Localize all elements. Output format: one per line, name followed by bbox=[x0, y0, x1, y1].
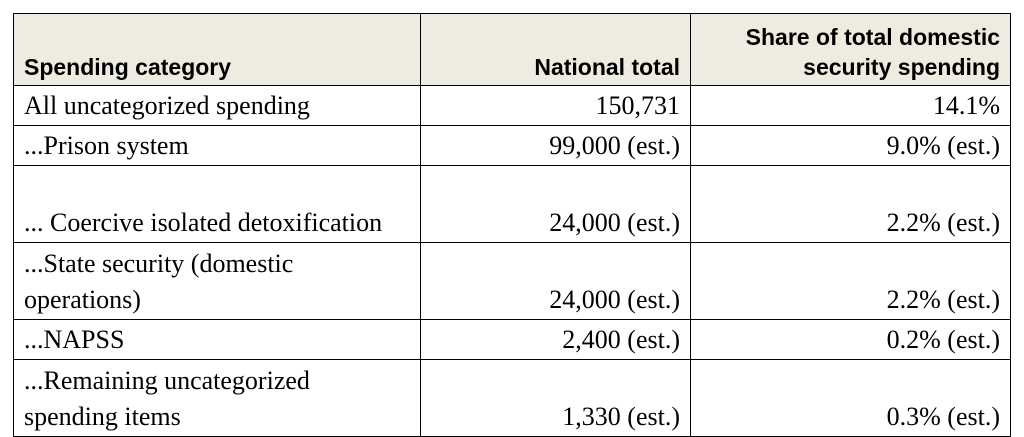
header-row: Spending category National total Share o… bbox=[13, 13, 1011, 86]
header-share-of-total: Share of total domestic security spendin… bbox=[690, 13, 1011, 86]
table-row: ... Coercive isolated detoxification 24,… bbox=[13, 165, 1011, 243]
table-row: All uncategorized spending 150,731 14.1% bbox=[13, 85, 1011, 126]
row-national-total: 2,400 (est.) bbox=[420, 319, 691, 360]
row-share: 0.3% (est.) bbox=[690, 359, 1011, 437]
table-row: ...NAPSS 2,400 (est.) 0.2% (est.) bbox=[13, 319, 1011, 360]
row-national-total: 1,330 (est.) bbox=[420, 359, 691, 437]
table-row: ...State security (domestic operations) … bbox=[13, 242, 1011, 320]
row-share: 2.2% (est.) bbox=[690, 242, 1011, 320]
row-category: ...State security (domestic operations) bbox=[13, 242, 421, 320]
table-header: Spending category National total Share o… bbox=[13, 13, 1011, 86]
row-share: 0.2% (est.) bbox=[690, 319, 1011, 360]
row-category: All uncategorized spending bbox=[13, 85, 421, 126]
table-row: ...Prison system 99,000 (est.) 9.0% (est… bbox=[13, 125, 1011, 166]
row-national-total: 99,000 (est.) bbox=[420, 125, 691, 166]
row-national-total: 24,000 (est.) bbox=[420, 165, 691, 243]
header-national-total: National total bbox=[420, 13, 691, 86]
row-category: ...NAPSS bbox=[13, 319, 421, 360]
header-spending-category: Spending category bbox=[13, 13, 421, 86]
row-share: 9.0% (est.) bbox=[690, 125, 1011, 166]
row-national-total: 24,000 (est.) bbox=[420, 242, 691, 320]
row-category: ...Prison system bbox=[13, 125, 421, 166]
row-national-total: 150,731 bbox=[420, 85, 691, 126]
table-row: ...Remaining uncategorized spending item… bbox=[13, 359, 1011, 437]
row-category: ...Remaining uncategorized spending item… bbox=[13, 359, 421, 437]
spending-table-container: Spending category National total Share o… bbox=[13, 13, 1011, 437]
row-share: 2.2% (est.) bbox=[690, 165, 1011, 243]
row-category: ... Coercive isolated detoxification bbox=[13, 165, 421, 243]
row-share: 14.1% bbox=[690, 85, 1011, 126]
table-body: All uncategorized spending 150,731 14.1%… bbox=[13, 85, 1011, 437]
spending-table: Spending category National total Share o… bbox=[13, 13, 1011, 437]
